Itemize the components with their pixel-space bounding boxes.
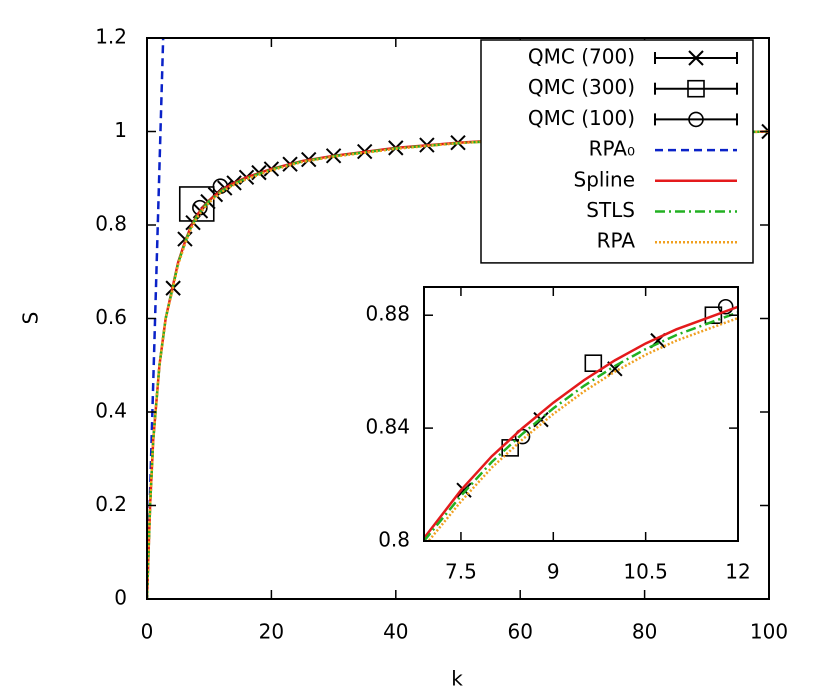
legend-label: RPA xyxy=(597,229,636,253)
legend-label: RPA₀ xyxy=(589,137,635,161)
x-tick-label: 0 xyxy=(141,620,154,644)
marker-x xyxy=(688,50,704,66)
y-tick-label: 0 xyxy=(114,586,127,610)
plot-frame xyxy=(146,37,770,600)
legend-label: QMC (700) xyxy=(528,45,635,69)
y-tick-label: 0.6 xyxy=(95,305,127,329)
marker-square xyxy=(178,186,215,222)
y-tick-label: 0.8 xyxy=(378,528,410,552)
y-tick-label: 1 xyxy=(114,118,127,142)
series-line xyxy=(424,311,738,541)
legend-label: QMC (100) xyxy=(528,106,635,130)
legend-label: Spline xyxy=(574,167,635,191)
y-tick-label: 0.4 xyxy=(95,399,127,423)
y-tick-label: 0.8 xyxy=(95,212,127,236)
marker-stroke xyxy=(688,50,704,66)
plot-area xyxy=(424,298,738,541)
x-tick-label: 80 xyxy=(632,620,657,644)
y-tick-label: 0.84 xyxy=(365,415,410,439)
x-axis-label: k xyxy=(451,667,463,691)
x-tick-label: 10.5 xyxy=(623,560,668,584)
marker-x xyxy=(456,482,472,498)
x-tick-label: 12 xyxy=(725,560,750,584)
marker-square xyxy=(687,79,705,98)
x-tick-label: 20 xyxy=(259,620,284,644)
y-tick-label: 0.2 xyxy=(95,492,127,516)
x-tick-label: 60 xyxy=(507,620,532,644)
marker-circle xyxy=(717,298,734,315)
plot-frame xyxy=(423,286,739,542)
marker-square xyxy=(584,354,603,373)
legend-label: QMC (300) xyxy=(528,75,635,99)
y-tick-label: 0.88 xyxy=(365,302,410,326)
x-tick-label: 9 xyxy=(547,560,560,584)
x-tick-label: 40 xyxy=(383,620,408,644)
y-axis-label: S xyxy=(19,312,43,325)
series-line xyxy=(426,316,738,541)
x-tick-label: 100 xyxy=(750,620,788,644)
legend-label: STLS xyxy=(586,198,635,222)
marker-square xyxy=(704,306,723,325)
y-tick-label: 1.2 xyxy=(95,25,127,49)
x-tick-label: 7.5 xyxy=(445,560,477,584)
marker-x xyxy=(761,123,769,140)
marker-stroke xyxy=(456,482,472,498)
legend-box xyxy=(480,39,754,264)
plot-background xyxy=(424,287,738,541)
marker-circle xyxy=(192,199,208,216)
marker-stroke xyxy=(761,123,769,133)
marker-circle xyxy=(688,111,704,128)
series-line xyxy=(424,305,738,539)
marker-stroke xyxy=(761,130,769,140)
